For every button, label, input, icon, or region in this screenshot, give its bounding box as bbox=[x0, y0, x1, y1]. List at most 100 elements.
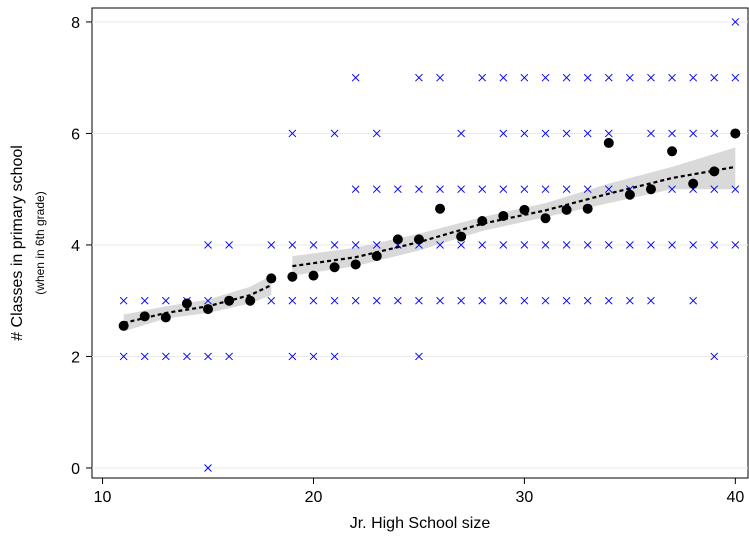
point-marker bbox=[225, 352, 233, 361]
point-marker bbox=[668, 129, 676, 138]
point-marker bbox=[499, 241, 508, 249]
point-marker bbox=[225, 241, 233, 249]
point-marker bbox=[626, 241, 634, 249]
point-marker bbox=[689, 296, 698, 305]
confidence-band bbox=[123, 275, 272, 332]
plot-frame bbox=[91, 7, 749, 479]
mean-dot bbox=[645, 184, 656, 195]
point-marker bbox=[668, 241, 676, 249]
point-marker bbox=[604, 185, 613, 194]
point-marker bbox=[288, 241, 297, 249]
point-marker bbox=[267, 296, 276, 305]
mean-dot bbox=[224, 295, 235, 306]
point-marker bbox=[499, 73, 508, 82]
point-marker bbox=[689, 241, 698, 249]
point-marker bbox=[499, 185, 508, 194]
point-marker bbox=[731, 241, 740, 249]
point-marker bbox=[731, 185, 740, 194]
point-marker bbox=[541, 73, 550, 82]
point-marker bbox=[161, 296, 170, 305]
point-marker bbox=[140, 352, 149, 361]
point-marker bbox=[541, 185, 550, 194]
y-tick-label: 6 bbox=[71, 126, 80, 143]
point-marker bbox=[436, 241, 444, 249]
mean-dot bbox=[540, 213, 551, 224]
point-marker bbox=[562, 296, 571, 305]
point-marker bbox=[372, 185, 381, 194]
point-marker bbox=[520, 129, 529, 138]
mean-dot bbox=[624, 189, 635, 200]
point-marker bbox=[689, 129, 698, 138]
mean-dot bbox=[350, 259, 361, 270]
point-marker bbox=[436, 73, 444, 82]
y-tick-label: 8 bbox=[71, 15, 80, 32]
point-marker bbox=[562, 129, 571, 138]
mean-dot bbox=[287, 271, 298, 282]
y-tick-label: 0 bbox=[71, 461, 80, 478]
point-marker bbox=[267, 241, 276, 249]
point-marker bbox=[351, 296, 360, 305]
y-axis-label: # Classes in primary school bbox=[9, 145, 26, 341]
point-marker bbox=[583, 241, 592, 249]
point-marker bbox=[415, 185, 423, 194]
mean-dot bbox=[603, 137, 614, 148]
point-marker bbox=[731, 18, 740, 26]
point-marker bbox=[372, 129, 381, 138]
point-marker bbox=[562, 73, 571, 82]
point-marker bbox=[309, 296, 318, 305]
point-marker bbox=[668, 185, 676, 194]
point-marker bbox=[626, 296, 634, 305]
point-marker bbox=[351, 73, 360, 82]
point-marker bbox=[520, 185, 529, 194]
point-marker bbox=[478, 296, 487, 305]
point-marker bbox=[309, 241, 318, 249]
mean-dot bbox=[709, 166, 720, 177]
point-marker bbox=[541, 241, 550, 249]
mean-dot bbox=[329, 262, 340, 273]
y-tick-label: 2 bbox=[71, 349, 80, 366]
point-marker bbox=[710, 129, 719, 138]
point-marker bbox=[436, 185, 444, 194]
point-marker bbox=[372, 296, 381, 305]
point-marker bbox=[562, 185, 571, 194]
point-marker bbox=[119, 296, 128, 305]
x-axis-label: Jr. High School size bbox=[350, 515, 491, 532]
point-marker bbox=[436, 296, 444, 305]
mean-dot bbox=[582, 203, 593, 214]
x-tick-label: 10 bbox=[94, 489, 112, 506]
point-marker bbox=[288, 296, 297, 305]
point-marker bbox=[393, 185, 402, 194]
mean-dot bbox=[519, 204, 530, 215]
point-marker bbox=[583, 129, 592, 138]
mean-dot bbox=[413, 234, 424, 245]
point-marker bbox=[457, 241, 465, 249]
point-marker bbox=[330, 241, 339, 249]
mean-dot bbox=[245, 295, 256, 306]
point-marker bbox=[351, 185, 360, 194]
point-marker bbox=[499, 296, 508, 305]
point-marker bbox=[393, 296, 402, 305]
point-marker bbox=[140, 296, 149, 305]
point-marker bbox=[647, 129, 655, 138]
mean-dot bbox=[688, 178, 699, 189]
point-marker bbox=[415, 296, 423, 305]
point-marker bbox=[583, 296, 592, 305]
point-marker bbox=[541, 129, 550, 138]
point-marker bbox=[604, 73, 613, 82]
mean-dot bbox=[160, 312, 171, 323]
point-marker bbox=[731, 73, 740, 82]
mean-dot bbox=[203, 304, 214, 315]
mean-dot bbox=[118, 320, 129, 331]
point-marker bbox=[583, 185, 592, 194]
point-marker bbox=[710, 73, 719, 82]
point-marker bbox=[183, 352, 191, 361]
point-marker bbox=[710, 185, 719, 194]
point-marker bbox=[288, 129, 297, 138]
point-marker bbox=[499, 129, 508, 138]
mean-dot bbox=[477, 215, 488, 226]
point-marker bbox=[309, 352, 318, 361]
mean-dot bbox=[266, 273, 277, 284]
point-marker bbox=[204, 296, 212, 305]
point-marker bbox=[604, 241, 613, 249]
